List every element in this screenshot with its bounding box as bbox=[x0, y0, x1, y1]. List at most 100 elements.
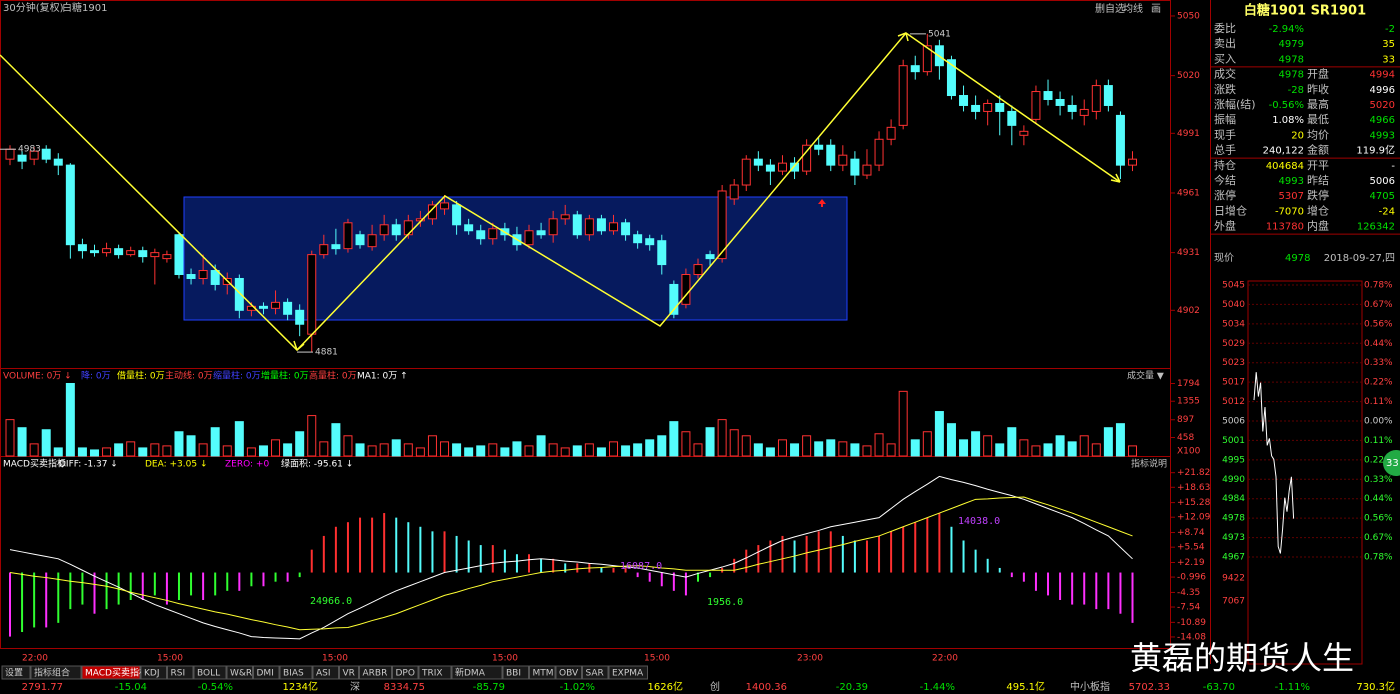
tab-bg[interactable] bbox=[193, 665, 227, 680]
last-price: 4978 bbox=[1285, 253, 1310, 264]
y-tick-label: +5.54 bbox=[1177, 543, 1205, 553]
tab-bg[interactable] bbox=[555, 665, 582, 680]
candle-body bbox=[693, 264, 703, 276]
candle-body bbox=[41, 148, 51, 160]
tab[interactable]: RSI bbox=[171, 669, 186, 679]
candle-body bbox=[971, 104, 981, 112]
candle-body bbox=[802, 144, 812, 172]
y-tick-label: 458 bbox=[1177, 433, 1194, 443]
tab[interactable]: ARBR bbox=[363, 669, 388, 679]
candle-body bbox=[681, 274, 691, 305]
x-tick-label: 15:00 bbox=[492, 654, 518, 664]
candle-body bbox=[524, 230, 534, 246]
tab[interactable]: 指标组合 bbox=[34, 667, 70, 679]
candle-body bbox=[850, 158, 860, 176]
tab[interactable]: KDJ bbox=[144, 669, 160, 679]
volume-bar bbox=[645, 439, 655, 457]
tab[interactable]: SAR bbox=[586, 669, 604, 679]
candle-body bbox=[427, 204, 437, 220]
header-button[interactable]: 均线 bbox=[1123, 2, 1143, 15]
tab-bg[interactable] bbox=[451, 665, 503, 680]
tab[interactable]: BOLL bbox=[197, 669, 220, 679]
tab-bg[interactable] bbox=[608, 665, 648, 680]
volume-bar bbox=[995, 443, 1005, 457]
tab[interactable]: OBV bbox=[559, 669, 579, 679]
quote-label: 今结 bbox=[1214, 173, 1236, 187]
tab-bg[interactable] bbox=[582, 665, 609, 680]
candle-body bbox=[536, 230, 546, 236]
tab[interactable]: MTM bbox=[533, 669, 554, 679]
tab-bg[interactable] bbox=[529, 665, 556, 680]
tab-bg[interactable] bbox=[339, 665, 359, 680]
tab[interactable]: BBI bbox=[506, 669, 521, 679]
volume-bar bbox=[5, 419, 15, 457]
tab[interactable]: 设置 bbox=[5, 668, 23, 679]
quote-label: 成交 bbox=[1214, 67, 1236, 81]
candle-body bbox=[922, 45, 932, 73]
volume-bar bbox=[186, 435, 196, 457]
candle-body bbox=[959, 95, 969, 106]
candle-body bbox=[1007, 110, 1017, 126]
tab[interactable]: DMI bbox=[257, 669, 274, 679]
header-button[interactable]: 画 bbox=[1151, 4, 1161, 15]
tab-bg[interactable] bbox=[30, 665, 82, 680]
mini-pct-tick: 0.56% bbox=[1364, 319, 1393, 329]
candle-body bbox=[645, 238, 655, 246]
tab-bg[interactable] bbox=[140, 665, 167, 680]
tab[interactable]: EXPMA bbox=[612, 669, 644, 679]
tab[interactable]: DPO bbox=[396, 669, 415, 679]
tab-bg[interactable] bbox=[392, 665, 419, 680]
tab[interactable]: TRIX bbox=[421, 669, 443, 679]
tab-bg[interactable] bbox=[312, 665, 339, 680]
y-tick-label: -14.08 bbox=[1177, 632, 1206, 642]
quote-value: 4993 bbox=[1370, 130, 1395, 141]
volume-bar bbox=[1128, 445, 1138, 457]
tab-bg[interactable] bbox=[502, 665, 529, 680]
volume-bar bbox=[89, 449, 99, 457]
tab-bg[interactable] bbox=[279, 665, 313, 680]
volume-bar bbox=[500, 447, 510, 457]
volume-bar bbox=[355, 443, 365, 457]
macd-annotation: 24966.0 bbox=[310, 596, 352, 607]
tab-bg[interactable] bbox=[359, 665, 392, 680]
macd-button[interactable]: 指标说明 bbox=[1131, 458, 1167, 470]
tab-bg[interactable] bbox=[167, 665, 194, 680]
volume-bar bbox=[1115, 423, 1125, 457]
mini-price-tick: 5006 bbox=[1222, 417, 1245, 427]
quote-value: 5307 bbox=[1279, 191, 1304, 202]
header-button[interactable]: 删自选 bbox=[1095, 2, 1125, 15]
tab[interactable]: MACD买卖指标 bbox=[85, 667, 148, 679]
quote-value: 1.08% bbox=[1272, 115, 1304, 126]
quote-value: 4705 bbox=[1370, 191, 1395, 202]
candle-body bbox=[633, 234, 643, 244]
macd-frame bbox=[0, 456, 1171, 649]
volume-bar bbox=[1055, 435, 1065, 457]
candle-body bbox=[114, 248, 124, 256]
mini-price-tick: 5001 bbox=[1222, 436, 1245, 446]
status-item: -15.04 bbox=[115, 682, 147, 693]
volume-bar bbox=[307, 415, 317, 457]
candle-body bbox=[584, 218, 594, 236]
tab[interactable]: W&R bbox=[230, 669, 252, 679]
volume-bar bbox=[657, 435, 667, 457]
candle-body bbox=[777, 162, 787, 172]
tab[interactable]: 新DMA bbox=[455, 667, 486, 679]
tab-bg[interactable] bbox=[253, 665, 280, 680]
volume-bar bbox=[440, 441, 450, 457]
status-item: -1.02% bbox=[560, 682, 595, 693]
mini-pct-tick: 0.22% bbox=[1364, 455, 1393, 465]
tab-bg[interactable] bbox=[1, 665, 31, 680]
tab[interactable]: ASI bbox=[316, 669, 331, 679]
tab-bg[interactable] bbox=[418, 665, 452, 680]
mini-pct-tick: 0.56% bbox=[1364, 514, 1393, 524]
tab-bg[interactable] bbox=[81, 665, 141, 680]
quote-value: - bbox=[1391, 161, 1395, 172]
tab-bg[interactable] bbox=[226, 665, 253, 680]
volume-bar bbox=[258, 445, 268, 457]
volume-bar bbox=[271, 439, 281, 457]
tab[interactable]: BIAS bbox=[283, 669, 304, 679]
candle-body bbox=[452, 204, 462, 226]
candle-body bbox=[29, 150, 39, 160]
volume-button[interactable]: 成交量 ▼ bbox=[1127, 370, 1164, 382]
tab[interactable]: VR bbox=[343, 669, 355, 679]
